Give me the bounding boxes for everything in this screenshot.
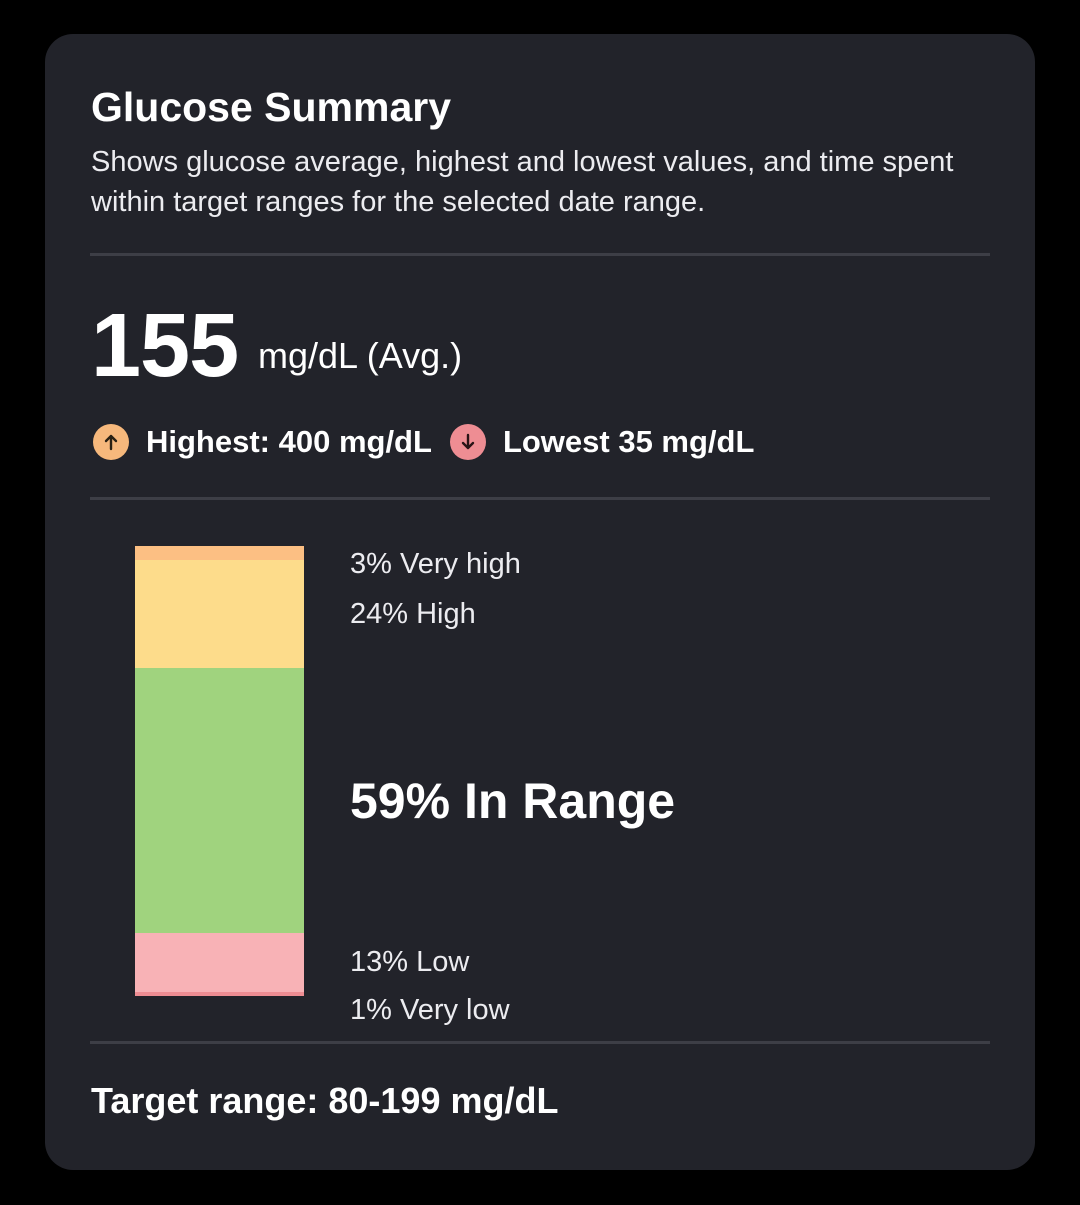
arrow-down-icon [449,424,486,460]
glucose-summary-card: Glucose Summary Shows glucose average, h… [45,34,1035,1170]
lowest-glucose: Lowest 35 mg/dL [502,424,755,459]
time-in-range-bar [135,546,304,996]
in-range-label: 59% In Range [350,773,676,829]
average-glucose-value: 155 [91,296,239,396]
low-label: 13% Low [350,946,470,978]
very-low-label: 1% Very low [350,994,510,1026]
bar-segment-very-low [135,991,304,996]
glucose-extremes: Highest: 400 mg/dL Lowest 35 mg/dL [93,422,754,462]
divider [90,497,990,500]
bar-segment-low [135,933,304,992]
divider [90,1041,990,1044]
very-high-label: 3% Very high [350,548,521,580]
card-title: Glucose Summary [91,84,452,130]
target-range: Target range: 80-199 mg/dL [91,1080,559,1121]
highest-glucose: Highest: 400 mg/dL [146,424,432,459]
arrow-up-icon [93,424,129,460]
bar-segment-in-range [135,667,304,933]
divider [90,253,990,256]
high-label: 24% High [350,598,476,630]
average-glucose-unit: mg/dL (Avg.) [258,335,463,376]
bar-segment-high [135,559,304,668]
card-description: Shows glucose average, highest and lowes… [91,146,954,218]
bar-segment-very-high [135,546,304,560]
